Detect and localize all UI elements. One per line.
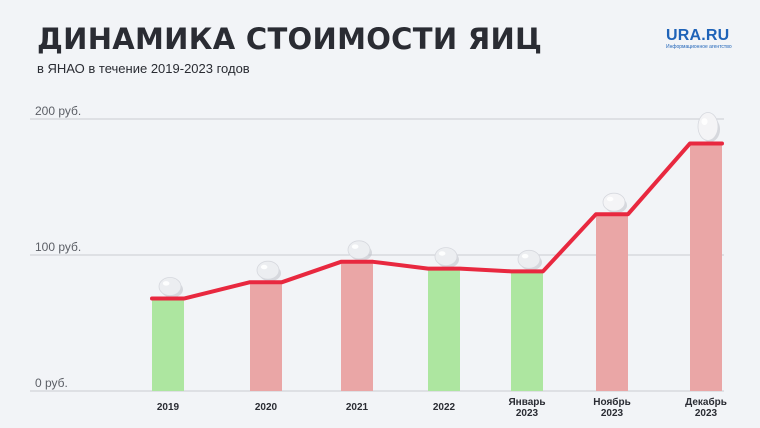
x-tick-label: Декабрь (685, 396, 727, 408)
chart-subtitle: в ЯНАО в течение 2019-2023 годов (37, 61, 250, 76)
egg-highlight (606, 196, 614, 202)
egg-icon (602, 192, 627, 214)
egg-shell (158, 277, 182, 296)
y-tick-label: 200 руб. (35, 104, 81, 118)
labels-layer: 200 руб. 100 руб. 0 руб. 2019 2020 2021 2022 Ян… (35, 104, 727, 419)
x-tick-label: 2020 (255, 402, 278, 413)
egg-highlight (521, 253, 529, 259)
logo-tagline: Информационное агентство (666, 44, 732, 50)
bar (596, 214, 628, 391)
egg-shell (434, 247, 458, 267)
x-tick-label: 2022 (433, 402, 456, 413)
egg-highlight (438, 251, 446, 256)
egg-icon (256, 260, 281, 282)
bar (428, 268, 460, 391)
logo-text: URA.RU (666, 27, 730, 44)
bar (250, 282, 282, 391)
egg-highlight (260, 264, 268, 270)
trend-line (150, 141, 724, 301)
ura-ru-logo: URA.RU Информационное агентство (666, 28, 740, 51)
egg-shell (697, 112, 719, 141)
x-tick-label: Ноябрь (593, 396, 630, 408)
egg-icon (697, 112, 720, 143)
egg-shell (347, 240, 371, 260)
egg-icon (158, 277, 183, 298)
egg-icon (434, 247, 459, 268)
x-tick-label: 2023 (516, 408, 539, 419)
egg-highlight (701, 118, 708, 126)
y-tick-label: 0 руб. (35, 376, 68, 390)
egg-icon (347, 240, 372, 261)
egg-highlight (351, 244, 359, 249)
x-tick-label: 2023 (695, 408, 718, 419)
bar (511, 271, 543, 391)
x-tick-label: 2021 (346, 402, 369, 413)
x-tick-label: 2023 (601, 408, 624, 419)
x-tick-label: 2019 (157, 402, 180, 413)
egg-shell (256, 260, 280, 280)
egg-icon (517, 249, 542, 271)
chart-title: ДИНАМИКА СТОИМОСТИ ЯИЦ (37, 22, 543, 56)
y-tick-label: 100 руб. (35, 240, 81, 254)
egg-shell (602, 192, 626, 212)
bar (152, 298, 184, 391)
x-tick-label: Январь (508, 397, 545, 408)
egg-highlight (162, 281, 170, 286)
bars-layer (152, 143, 722, 391)
bar (690, 143, 722, 391)
egg-shell (517, 249, 541, 269)
eggs-layer (158, 112, 720, 298)
bar (341, 261, 373, 391)
line-layer (150, 141, 724, 301)
